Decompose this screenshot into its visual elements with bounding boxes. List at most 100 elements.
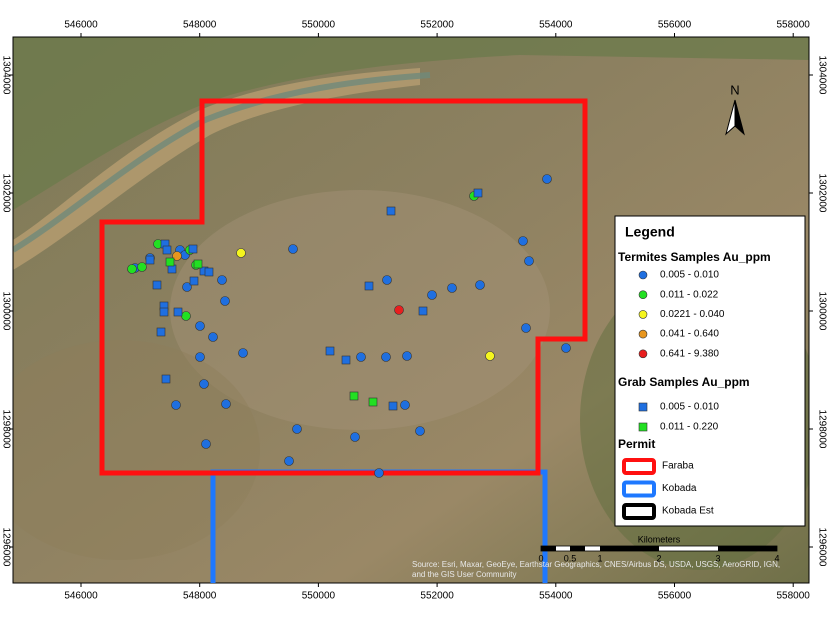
termite-sample <box>238 348 248 358</box>
termite-sample <box>394 305 404 315</box>
legend-symbol <box>638 270 648 280</box>
termite-sample <box>292 424 302 434</box>
scale-label: 2 <box>656 553 661 563</box>
legend-title: Legend <box>625 224 675 240</box>
y-tick-label: 1296000 <box>816 528 827 567</box>
termite-sample <box>220 296 230 306</box>
x-tick-label: 552000 <box>420 20 454 31</box>
termite-sample <box>485 351 495 361</box>
termite-sample <box>542 174 552 184</box>
scale-label: 4 <box>774 553 779 563</box>
x-tick-label: 546000 <box>64 20 98 31</box>
grab-sample <box>193 259 203 269</box>
legend-label: 0.011 - 0.022 <box>660 289 719 300</box>
legend-symbol <box>622 503 656 520</box>
y-tick-label: 1302000 <box>0 174 11 213</box>
termite-sample <box>475 280 485 290</box>
grab-sample <box>418 306 428 316</box>
x-tick-label: 554000 <box>539 591 573 602</box>
termite-sample <box>195 321 205 331</box>
termite-sample <box>137 262 147 272</box>
termite-sample <box>356 352 366 362</box>
termite-sample <box>288 244 298 254</box>
grab-sample <box>341 355 351 365</box>
x-tick-label: 548000 <box>183 591 217 602</box>
legend-symbol <box>638 310 648 319</box>
x-tick-label: 556000 <box>658 20 692 31</box>
termite-sample <box>181 311 191 321</box>
scale-label: 1 <box>597 553 602 563</box>
termite-sample <box>381 352 391 362</box>
legend-label: 0.005 - 0.010 <box>660 402 719 413</box>
legend-label: 0.005 - 0.010 <box>660 270 719 281</box>
x-tick-label: 554000 <box>539 20 573 31</box>
attribution: Source: Esri, Maxar, GeoEye, Earthstar G… <box>412 560 780 569</box>
legend-label: 0.041 - 0.640 <box>660 329 719 340</box>
termite-sample <box>402 351 412 361</box>
grab-sample <box>152 280 162 290</box>
sample-points <box>127 174 571 478</box>
legend-label: 0.0221 - 0.040 <box>660 309 725 320</box>
north-arrow: N <box>725 82 745 136</box>
grab-sample <box>204 267 214 277</box>
legend-symbol <box>638 402 648 412</box>
termite-sample <box>400 400 410 410</box>
grab-sample <box>165 257 175 267</box>
termite-sample <box>236 248 246 258</box>
grab-sample <box>162 245 172 255</box>
termite-sample <box>561 343 571 353</box>
termite-sample <box>201 439 211 449</box>
termite-sample <box>195 352 205 362</box>
termite-sample <box>127 264 137 274</box>
grab-sample <box>386 206 396 216</box>
legend-group-title: Permit <box>618 437 655 451</box>
x-tick-label: 558000 <box>777 591 811 602</box>
grab-sample <box>349 391 359 401</box>
termite-sample <box>374 468 384 478</box>
termite-sample <box>350 432 360 442</box>
legend-label: Kobada Est <box>662 506 714 517</box>
legend-symbol <box>638 329 648 339</box>
termite-sample <box>427 290 437 300</box>
legend-label: Kobada <box>662 483 697 494</box>
y-tick-label: 1296000 <box>0 528 11 567</box>
grab-sample <box>388 401 398 411</box>
x-tick-label: 556000 <box>658 591 692 602</box>
termite-sample <box>521 323 531 333</box>
y-tick-label: 1298000 <box>816 410 827 449</box>
termite-sample <box>284 456 294 466</box>
grab-sample <box>473 188 483 198</box>
termite-sample <box>182 282 192 292</box>
y-tick-label: 1300000 <box>816 292 827 331</box>
faraba-boundary <box>99 98 588 476</box>
grab-sample <box>188 244 198 254</box>
termite-sample <box>172 251 182 261</box>
grab-sample <box>145 255 155 265</box>
x-tick-label: 548000 <box>183 20 217 31</box>
termite-sample <box>524 256 534 266</box>
scale-bar: Kilometers <box>540 534 778 552</box>
legend-symbol <box>638 349 648 359</box>
x-tick-label: 552000 <box>420 591 454 602</box>
scale-label: 3 <box>715 553 720 563</box>
legend-label: Faraba <box>662 461 694 472</box>
y-tick-label: 1298000 <box>0 410 11 449</box>
x-tick-label: 546000 <box>64 591 98 602</box>
attribution: and the GIS User Community <box>412 570 516 579</box>
grab-sample <box>325 346 335 356</box>
legend-symbol <box>638 290 648 300</box>
y-tick-label: 1304000 <box>0 56 11 95</box>
termite-sample <box>221 399 231 409</box>
legend-group-title: Grab Samples Au_ppm <box>618 375 750 389</box>
north-label: N <box>730 82 739 97</box>
grab-sample <box>364 281 374 291</box>
grab-sample <box>159 307 169 317</box>
legend-group-title: Termites Samples Au_ppm <box>618 250 771 264</box>
termite-sample <box>217 275 227 285</box>
y-tick-label: 1302000 <box>816 174 827 213</box>
x-tick-label: 550000 <box>302 20 336 31</box>
legend-symbol <box>622 480 656 498</box>
map-frame <box>12 36 810 584</box>
